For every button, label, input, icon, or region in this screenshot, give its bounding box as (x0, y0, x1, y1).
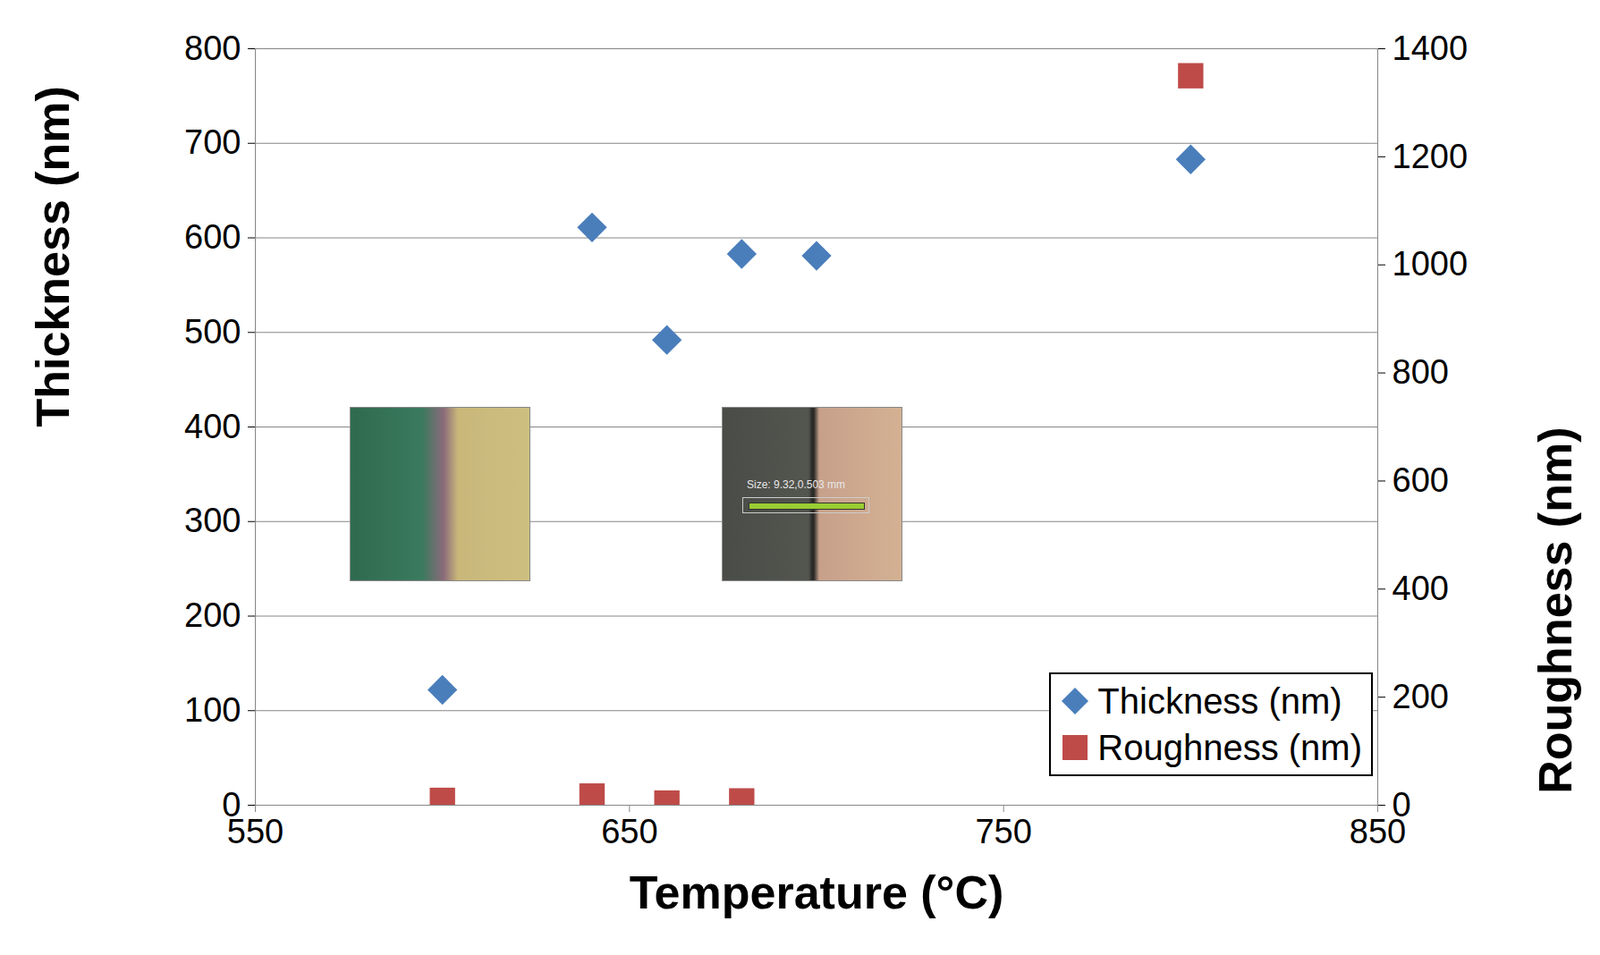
svg-text:600: 600 (1392, 461, 1449, 500)
svg-text:700: 700 (184, 123, 241, 161)
svg-text:200: 200 (1392, 677, 1449, 716)
svg-text:Thickness (nm): Thickness (nm) (26, 85, 79, 427)
svg-text:200: 200 (184, 596, 241, 635)
html-text:Thickness (nm): Thickness (nm) (1097, 681, 1343, 721)
svg-text:0: 0 (1392, 786, 1412, 824)
svg-text:600: 600 (184, 218, 241, 256)
svg-text:1400: 1400 (1392, 29, 1469, 68)
svg-text:650: 650 (601, 812, 658, 851)
svg-text:100: 100 (184, 691, 241, 729)
svg-text:400: 400 (1392, 569, 1449, 608)
svg-text:Roughness (nm): Roughness (nm) (1529, 427, 1582, 795)
svg-text:750: 750 (974, 812, 1032, 851)
svg-text:1200: 1200 (1392, 137, 1469, 176)
svg-text:800: 800 (1392, 353, 1449, 391)
svg-text:300: 300 (184, 501, 241, 540)
svg-text:0: 0 (221, 786, 241, 824)
svg-text:1000: 1000 (1392, 245, 1469, 283)
svg-text:500: 500 (184, 313, 241, 351)
html-text:Size: 9.32,0.503 mm: Size: 9.32,0.503 mm (746, 478, 846, 492)
svg-text:850: 850 (1349, 813, 1407, 851)
svg-text:400: 400 (184, 407, 241, 446)
svg-text:Temperature (°C): Temperature (°C) (629, 866, 1005, 919)
svg-text:550: 550 (226, 813, 284, 851)
html-text:Roughness (nm): Roughness (nm) (1097, 728, 1363, 768)
svg-text:800: 800 (184, 29, 241, 68)
